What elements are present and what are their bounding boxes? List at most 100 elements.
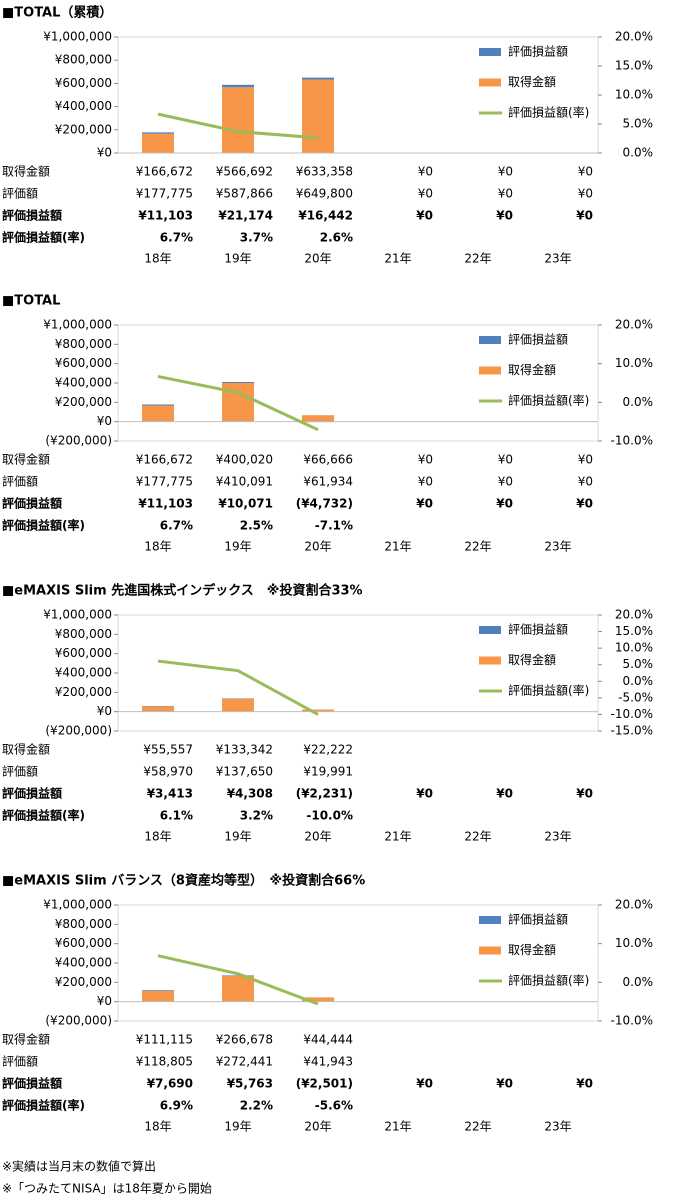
cell: ¥5,763 xyxy=(227,1077,273,1091)
y-tick-label: ¥400,000 xyxy=(55,376,112,390)
y2-tick-label: 10.0% xyxy=(615,88,653,102)
row-label: 評価損益額(率) xyxy=(2,1098,85,1113)
bar xyxy=(222,975,254,1002)
cell: ¥566,692 xyxy=(216,165,273,179)
legend-label: 評価損益額 xyxy=(508,622,568,637)
row-label: 取得金額 xyxy=(2,452,50,467)
x-tick-label: 22年 xyxy=(464,540,491,554)
cell: ¥16,442 xyxy=(298,209,353,223)
y2-tick-label: 20.0% xyxy=(615,608,653,622)
cell: ¥0 xyxy=(578,165,593,179)
cell: ¥166,672 xyxy=(136,453,193,467)
cell: ¥111,115 xyxy=(136,1033,193,1047)
legend-swatch xyxy=(479,946,501,955)
cell: ¥0 xyxy=(498,475,513,489)
cell: -7.1% xyxy=(315,519,353,533)
x-tick-label: 18年 xyxy=(144,830,171,844)
cell: ¥58,970 xyxy=(143,765,193,779)
bar xyxy=(222,698,254,712)
note: ※実績は当月末の数値で算出 xyxy=(2,1159,156,1174)
cell: ¥0 xyxy=(496,209,513,223)
bar xyxy=(142,706,174,712)
x-tick-label: 22年 xyxy=(464,830,491,844)
cell: ¥118,805 xyxy=(136,1055,193,1069)
y-tick-label: ¥0 xyxy=(97,704,112,718)
bar xyxy=(142,133,174,153)
legend-label: 取得金額 xyxy=(508,74,556,89)
y2-tick-label: 10.0% xyxy=(615,641,653,655)
cell: ¥61,934 xyxy=(303,475,353,489)
cell: (¥4,732) xyxy=(296,497,353,511)
x-tick-label: 20年 xyxy=(304,252,331,266)
x-tick-label: 19年 xyxy=(224,540,251,554)
cell: ¥0 xyxy=(578,453,593,467)
cell: 3.7% xyxy=(240,231,273,245)
cell: ¥4,308 xyxy=(227,787,273,801)
cell: ¥22,222 xyxy=(303,743,353,757)
row-label: 取得金額 xyxy=(2,164,50,179)
cell: ¥0 xyxy=(496,787,513,801)
row-label: 評価損益額 xyxy=(2,208,62,223)
cell: ¥137,650 xyxy=(216,765,273,779)
x-tick-label: 20年 xyxy=(304,540,331,554)
y-tick-label: ¥800,000 xyxy=(55,627,112,641)
bar xyxy=(222,87,254,153)
cell: ¥0 xyxy=(418,187,433,201)
cell: ¥0 xyxy=(498,453,513,467)
bar-segment xyxy=(142,404,174,406)
y-tick-label: ¥800,000 xyxy=(55,53,112,67)
cell: 2.5% xyxy=(240,519,273,533)
y2-tick-label: -5.0% xyxy=(618,690,653,704)
legend-label: 評価損益額 xyxy=(508,44,568,59)
cell: 6.1% xyxy=(160,809,193,823)
bar-segment xyxy=(142,990,174,991)
x-tick-label: 22年 xyxy=(464,252,491,266)
row-label: 評価額 xyxy=(2,186,38,201)
legend-swatch xyxy=(479,78,501,87)
legend-label: 取得金額 xyxy=(508,362,556,377)
legend-label: 評価損益額 xyxy=(508,332,568,347)
legend-label: 評価損益額(率) xyxy=(508,393,589,408)
legend-swatch xyxy=(479,366,501,375)
cell: ¥0 xyxy=(416,209,433,223)
y-tick-label: (¥200,000) xyxy=(45,434,112,448)
cell: (¥2,501) xyxy=(296,1077,353,1091)
y-tick-label: ¥600,000 xyxy=(55,356,112,370)
cell: ¥0 xyxy=(578,187,593,201)
bar-segment xyxy=(222,84,254,88)
cell: ¥66,666 xyxy=(303,453,353,467)
x-tick-label: 23年 xyxy=(544,830,571,844)
cell: ¥11,103 xyxy=(138,209,193,223)
cell: 2.2% xyxy=(240,1099,273,1113)
y-tick-label: ¥400,000 xyxy=(55,956,112,970)
cell: -5.6% xyxy=(315,1099,353,1113)
bar xyxy=(302,997,334,1002)
y-tick-label: ¥800,000 xyxy=(55,337,112,351)
legend-label: 評価損益額(率) xyxy=(508,105,589,120)
chart-title: ■TOTAL（累積） xyxy=(2,5,112,21)
bar xyxy=(222,382,254,422)
x-tick-label: 23年 xyxy=(544,1120,571,1134)
cell: ¥0 xyxy=(576,787,593,801)
legend-swatch xyxy=(479,916,501,924)
y-tick-label: ¥800,000 xyxy=(55,917,112,931)
x-tick-label: 18年 xyxy=(144,540,171,554)
y-tick-label: ¥0 xyxy=(97,414,112,428)
row-label: 評価損益額 xyxy=(2,1076,62,1091)
y2-tick-label: 5.0% xyxy=(623,657,654,671)
y2-tick-label: -15.0% xyxy=(611,724,653,738)
row-label: 評価額 xyxy=(2,1054,38,1069)
cell: ¥3,413 xyxy=(147,787,193,801)
cell: ¥44,444 xyxy=(303,1033,353,1047)
chart-title: ■eMAXIS Slim バランス（8資産均等型） ※投資割合66% xyxy=(2,873,365,889)
x-tick-label: 21年 xyxy=(384,830,411,844)
row-label: 評価損益額(率) xyxy=(2,230,85,245)
y-tick-label: ¥1,000,000 xyxy=(43,318,112,332)
chart-title: ■eMAXIS Slim 先進国株式インデックス ※投資割合33% xyxy=(2,583,363,599)
cell: ¥166,672 xyxy=(136,165,193,179)
y-tick-label: (¥200,000) xyxy=(45,724,112,738)
cell: (¥2,231) xyxy=(296,787,353,801)
legend-swatch xyxy=(479,336,501,344)
